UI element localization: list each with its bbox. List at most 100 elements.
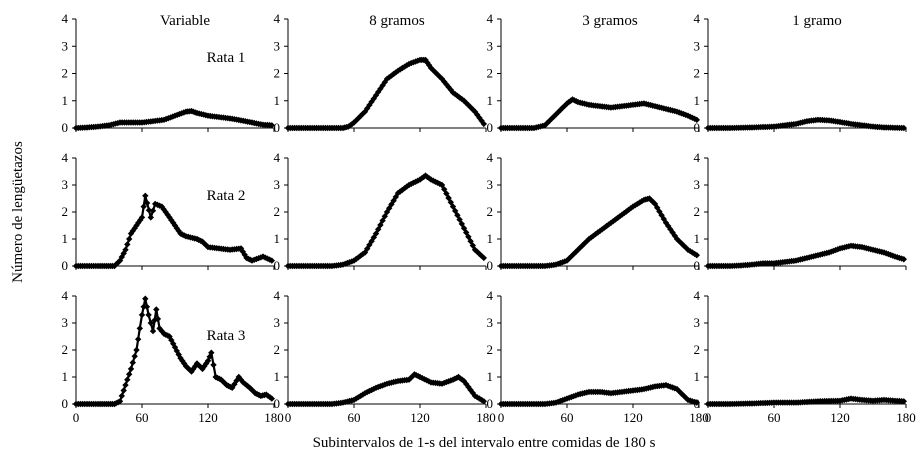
data-point — [126, 235, 133, 243]
y-tick-label: 4 — [694, 288, 701, 303]
data-point — [693, 116, 700, 124]
y-tick-label: 2 — [487, 342, 494, 357]
data-point — [638, 198, 645, 205]
x-tick-label: 60 — [136, 410, 149, 425]
data-point — [427, 64, 435, 72]
x-tick-label: 60 — [561, 410, 574, 425]
data-point — [347, 122, 354, 129]
data-point — [122, 381, 129, 389]
data-point — [418, 175, 425, 182]
data-point — [210, 361, 217, 369]
column-title: Variable — [160, 13, 210, 29]
x-tick-label: 0 — [73, 410, 80, 425]
x-tick-label: 180 — [264, 410, 284, 425]
row-label: Rata 3 — [207, 328, 246, 344]
series-line — [76, 297, 273, 406]
column-title: 3 gramos — [582, 13, 638, 29]
x-tick-label: 120 — [623, 410, 643, 425]
data-point — [129, 359, 136, 366]
data-point — [452, 207, 459, 215]
data-point — [648, 197, 655, 204]
y-tick-label: 4 — [694, 11, 701, 26]
data-point — [572, 248, 579, 256]
y-tick-label: 1 — [274, 93, 281, 108]
data-point — [583, 238, 590, 245]
data-point — [660, 215, 667, 223]
y-tick-label: 4 — [274, 150, 281, 165]
panel: 0 1 2 3 4 Variable Rata 1 — [62, 11, 275, 135]
data-point — [133, 222, 140, 229]
panel: 0 1 2 3 4 1 gramo — [694, 11, 907, 135]
data-point — [268, 395, 275, 402]
data-point — [124, 241, 131, 248]
series-markers — [284, 172, 487, 270]
data-point — [456, 216, 463, 223]
series-markers — [497, 381, 700, 408]
data-point — [149, 327, 157, 335]
data-point — [480, 120, 487, 128]
series-markers — [284, 371, 487, 408]
data-point — [381, 213, 388, 220]
panels-grid: 0 1 2 3 4 Variable Rata 1 0 1 2 3 4 8 gramos 0 1 2 3 4 3 g… — [62, 11, 916, 425]
data-point — [579, 242, 586, 249]
y-tick-label: 2 — [274, 342, 281, 357]
data-point — [636, 199, 643, 206]
data-point — [383, 208, 391, 216]
y-tick-label: 1 — [274, 231, 281, 246]
y-tick-label: 1 — [62, 231, 69, 246]
data-point — [361, 249, 369, 256]
y-tick-label: 3 — [62, 177, 69, 192]
data-point — [627, 205, 634, 212]
data-point — [126, 371, 133, 378]
data-point — [565, 98, 572, 106]
data-point — [166, 333, 173, 340]
data-point — [142, 192, 149, 199]
y-tick-label: 3 — [694, 177, 701, 192]
data-point — [145, 311, 152, 319]
data-point — [438, 181, 446, 189]
data-point — [682, 244, 689, 251]
x-tick-label: 0 — [498, 410, 505, 425]
y-tick-label: 3 — [62, 38, 69, 53]
data-point — [166, 214, 173, 221]
data-point — [133, 346, 140, 354]
data-point — [458, 95, 465, 103]
data-point — [623, 208, 630, 215]
data-point — [454, 212, 461, 219]
data-point — [480, 398, 487, 405]
data-point — [154, 315, 162, 323]
series-markers — [72, 107, 275, 132]
data-point — [193, 360, 201, 367]
y-tick-label: 0 — [487, 120, 494, 135]
x-tick-label: 120 — [410, 410, 430, 425]
data-point — [682, 394, 689, 401]
data-point — [693, 252, 700, 259]
x-tick-label: 180 — [476, 410, 496, 425]
data-point — [691, 250, 698, 258]
data-point — [480, 254, 487, 262]
row-label: Rata 1 — [207, 50, 246, 66]
data-point — [171, 222, 179, 229]
data-point — [138, 214, 146, 221]
y-tick-label: 4 — [487, 150, 494, 165]
data-point — [900, 124, 907, 132]
data-point — [405, 181, 413, 189]
data-point — [900, 256, 907, 263]
y-tick-label: 1 — [694, 93, 701, 108]
data-point — [424, 59, 431, 66]
y-tick-label: 0 — [694, 120, 701, 135]
x-tick-label: 0 — [705, 410, 712, 425]
data-point — [120, 387, 127, 394]
y-tick-label: 0 — [62, 120, 69, 135]
data-point — [548, 115, 555, 122]
data-point — [145, 207, 153, 214]
data-point — [372, 92, 380, 99]
data-point — [377, 221, 384, 229]
panel: 0 1 2 3 4 — [274, 150, 487, 273]
data-point — [465, 101, 472, 109]
data-point — [632, 202, 639, 209]
panel: 0 1 2 3 4 3 gramos — [487, 11, 700, 135]
